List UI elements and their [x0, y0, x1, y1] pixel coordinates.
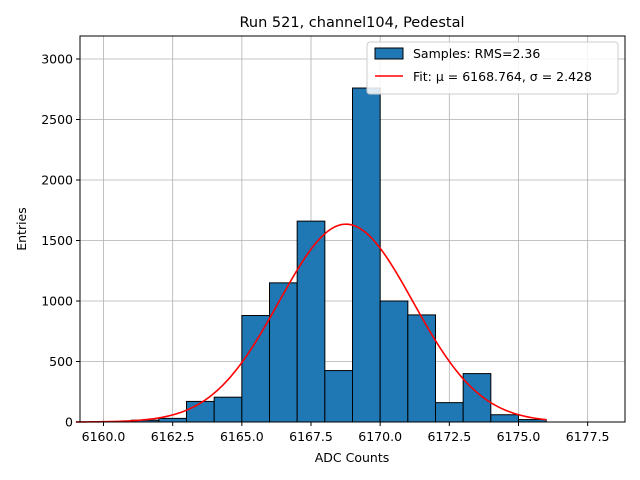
histogram-bar [241, 315, 271, 423]
histogram-bar [269, 282, 298, 423]
histogram-bar [434, 402, 464, 423]
y-tick-label: 0 [65, 415, 73, 430]
legend-histogram-label: Samples: RMS=2.36 [413, 46, 540, 61]
y-axis-label: Entries [14, 207, 29, 251]
x-tick-label: 6172.5 [427, 429, 471, 444]
histogram-bars [130, 87, 547, 423]
x-tick-label: 6162.5 [151, 429, 195, 444]
y-tick-label: 1000 [41, 293, 73, 308]
x-tick-label: 6167.5 [289, 429, 333, 444]
x-tick-label: 6165.0 [220, 429, 264, 444]
x-tick-label: 6175.0 [497, 429, 541, 444]
x-axis-label: ADC Counts [315, 450, 390, 465]
histogram-bar [407, 314, 436, 423]
histogram-bar [379, 300, 409, 423]
histogram-bar [213, 396, 243, 423]
histogram-bar [296, 220, 326, 423]
x-tick-label: 6170.0 [358, 429, 402, 444]
legend-histogram-swatch [374, 47, 404, 60]
y-tick-label: 500 [49, 354, 73, 369]
y-tick-label: 3000 [41, 51, 73, 66]
x-axis-ticks: 6160.0 6162.5 6165.0 6167.5 6170.0 6172.5 6175… [82, 422, 610, 444]
histogram-bar [462, 373, 492, 423]
histogram-bar [352, 87, 381, 423]
y-tick-label: 1500 [41, 233, 73, 248]
y-tick-label: 2500 [41, 112, 73, 127]
x-tick-label: 6177.5 [566, 429, 610, 444]
legend: Samples: RMS=2.36 Fit: μ = 6168.764, σ =… [366, 41, 619, 95]
plot-frame [79, 35, 626, 423]
histogram-bar [490, 414, 519, 423]
y-tick-label: 2000 [41, 172, 73, 187]
legend-fit-label: Fit: μ = 6168.764, σ = 2.428 [413, 69, 592, 84]
y-axis-ticks: 0 500 1000 1500 2000 2500 3000 [41, 51, 80, 430]
legend-box [366, 41, 619, 95]
histogram-bar [158, 417, 188, 423]
fit-curve [75, 223, 547, 423]
chart-title: Run 521, channel104, Pedestal [239, 15, 464, 31]
histogram-bar [186, 400, 215, 423]
histogram-bar [324, 370, 353, 423]
x-tick-label: 6160.0 [82, 429, 126, 444]
